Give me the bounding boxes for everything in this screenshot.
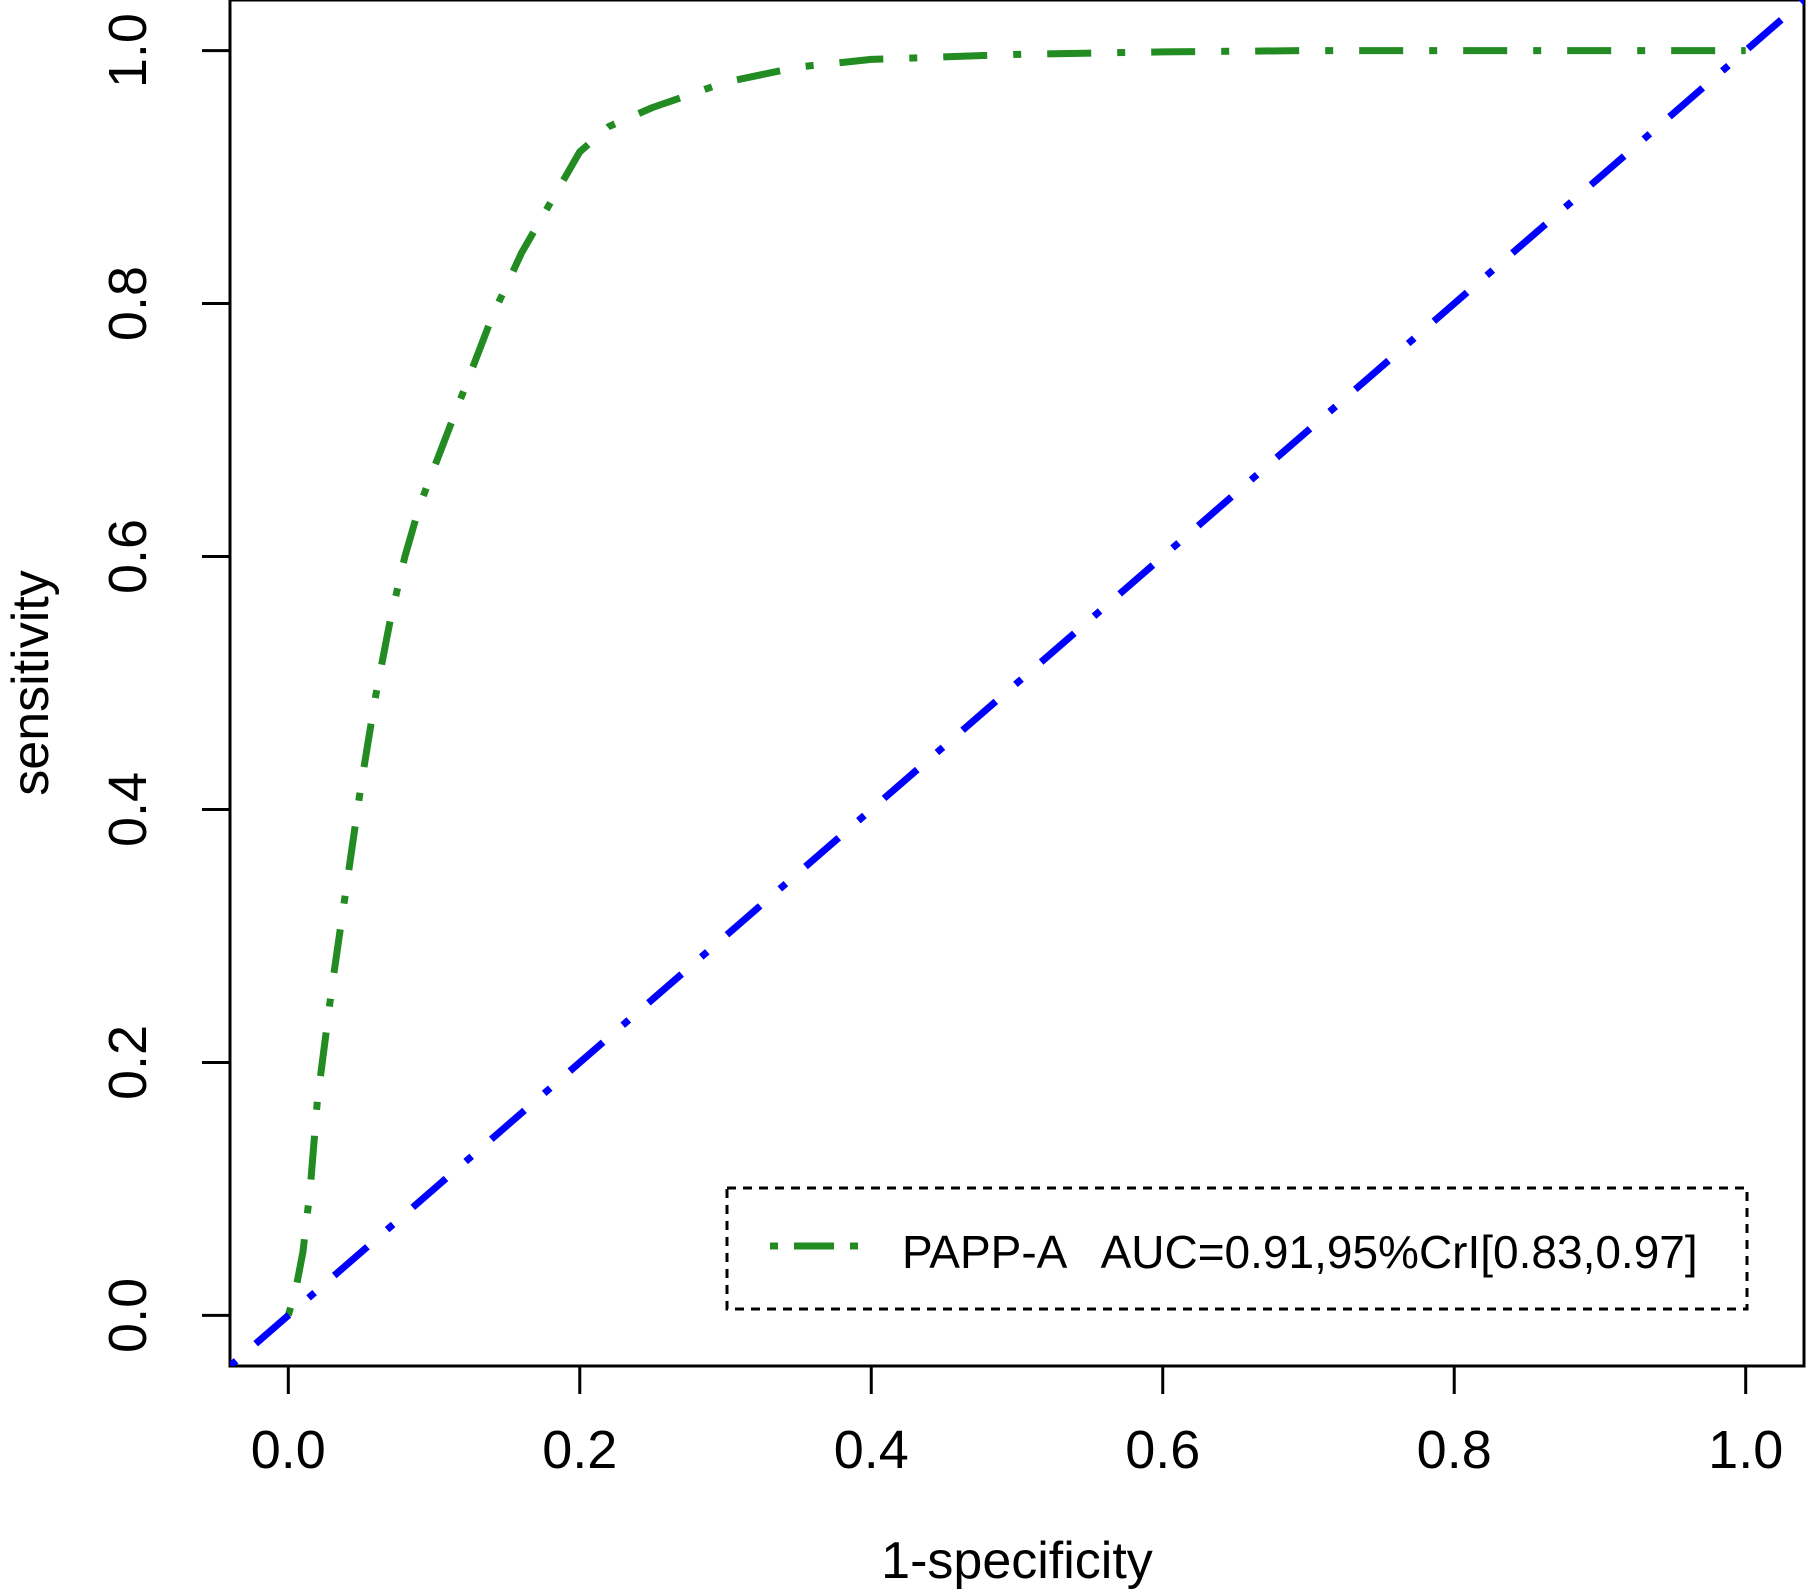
x-axis-title: 1-specificity — [881, 1532, 1153, 1590]
legend-label-papp-a: PAPP-A AUC=0.91,95%CrI[0.83,0.97] — [902, 1226, 1698, 1278]
legend: PAPP-A AUC=0.91,95%CrI[0.83,0.97] — [725, 1186, 1749, 1311]
y-tick-label: 0.6 — [98, 519, 158, 594]
y-tick-label: 0.4 — [98, 772, 158, 847]
x-axis: 0.0 0.2 0.4 0.6 0.8 1.0 — [251, 1366, 1783, 1480]
x-tick-label: 0.6 — [1125, 1420, 1200, 1480]
y-axis: 0.0 0.2 0.4 0.6 0.8 1.0 — [98, 13, 230, 1353]
x-tick-label: 0.0 — [251, 1420, 326, 1480]
y-tick-label: 0.2 — [98, 1025, 158, 1100]
series-layer — [230, 0, 1804, 1366]
series-line-reference — [230, 0, 1804, 1366]
series-line-papp-a — [284, 47, 1746, 1317]
y-tick-label: 1.0 — [98, 13, 158, 88]
x-tick-label: 0.2 — [542, 1420, 617, 1480]
x-tick-label: 0.4 — [834, 1420, 909, 1480]
axes: 0.0 0.2 0.4 0.6 0.8 1.0 0.0 0.2 0.4 0.6 0.8 1.0 — [98, 0, 1806, 1480]
legend-box — [725, 1186, 1749, 1311]
y-tick-label: 0.8 — [98, 266, 158, 341]
x-tick-label: 1.0 — [1708, 1420, 1783, 1480]
x-tick-label: 0.8 — [1417, 1420, 1492, 1480]
y-tick-label: 0.0 — [98, 1278, 158, 1353]
plot-border — [228, 0, 1806, 1368]
y-axis-title: sensitivity — [2, 570, 60, 795]
